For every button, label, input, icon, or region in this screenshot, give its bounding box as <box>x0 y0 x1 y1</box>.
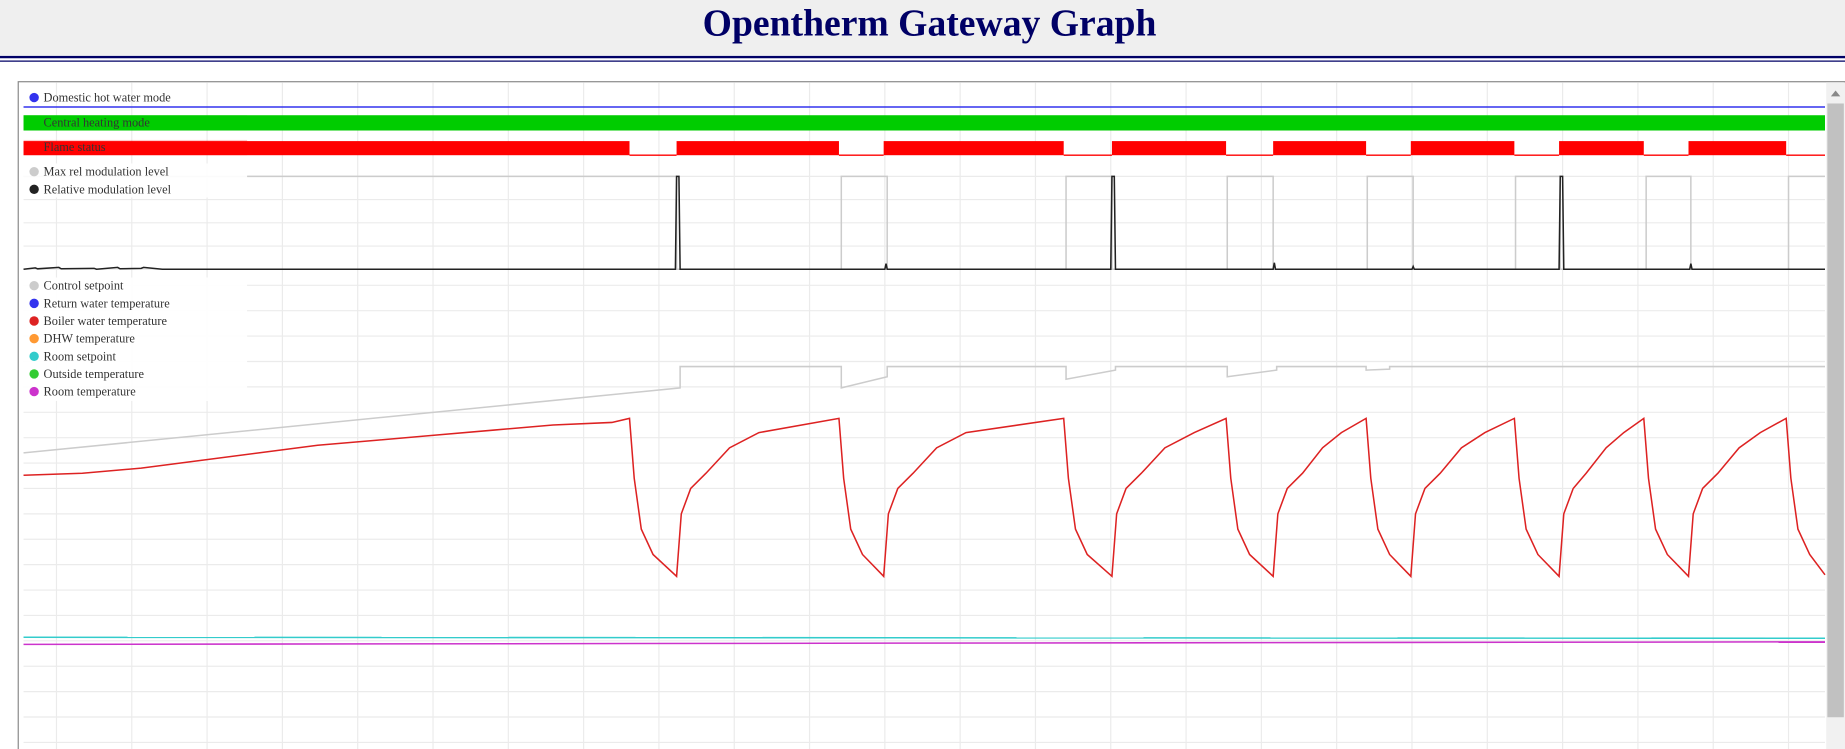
legend-dot <box>29 351 39 361</box>
legend-label: Central heating mode <box>44 115 151 129</box>
legend-label: Room temperature <box>44 385 137 399</box>
scroll-thumb[interactable] <box>1827 103 1844 718</box>
series-line <box>23 636 1825 640</box>
legend-bg <box>23 115 248 131</box>
legend-dot <box>29 386 39 397</box>
legend-dot <box>29 142 39 152</box>
state-bar <box>1111 141 1227 156</box>
legend-label: Room setpoint <box>44 349 117 363</box>
series-line <box>23 175 1825 271</box>
series-line <box>23 416 1826 579</box>
legend-label: Return water temperature <box>44 296 171 310</box>
legend-dot <box>29 298 39 309</box>
legends: Domestic hot water mode Central heating m… <box>23 91 248 401</box>
legend-label: Boiler water temperature <box>44 314 168 328</box>
legend-label: DHW temperature <box>44 332 136 346</box>
state-bar <box>1273 141 1367 156</box>
state-bar <box>883 141 1064 156</box>
plot-area <box>23 82 1826 749</box>
legend-dot <box>29 333 39 344</box>
legend-bg <box>23 139 248 156</box>
state-bar <box>676 141 839 156</box>
legend-label: Domestic hot water mode <box>44 91 172 105</box>
legend-label: Max rel modulation level <box>44 165 170 179</box>
state-bar <box>23 141 630 156</box>
state-bar <box>1559 141 1644 156</box>
legend-label: Outside temperature <box>44 367 145 381</box>
state-bar <box>1410 141 1515 156</box>
legend-dot <box>29 369 39 379</box>
legend-dot <box>29 316 39 326</box>
scroll-up[interactable] <box>1830 90 1841 97</box>
legend-dot <box>29 117 39 127</box>
page-title: Opentherm Gateway Graph <box>703 3 1157 45</box>
series-line <box>23 641 1825 646</box>
header-bg <box>0 0 1845 56</box>
series-line <box>23 365 1825 454</box>
legend-dot <box>29 281 39 291</box>
legend-label: Flame status <box>44 140 106 154</box>
legend-label: Relative modulation level <box>44 182 172 196</box>
state-bar <box>1688 141 1787 156</box>
legend-bg <box>23 163 248 198</box>
legend-bg <box>23 277 248 401</box>
legend-label: Control setpoint <box>44 279 124 293</box>
legend-dot <box>29 92 39 103</box>
legend-dot <box>29 166 39 177</box>
legend-dot <box>29 184 39 195</box>
state-bar <box>23 115 1825 131</box>
graph-frame <box>17 81 1845 749</box>
